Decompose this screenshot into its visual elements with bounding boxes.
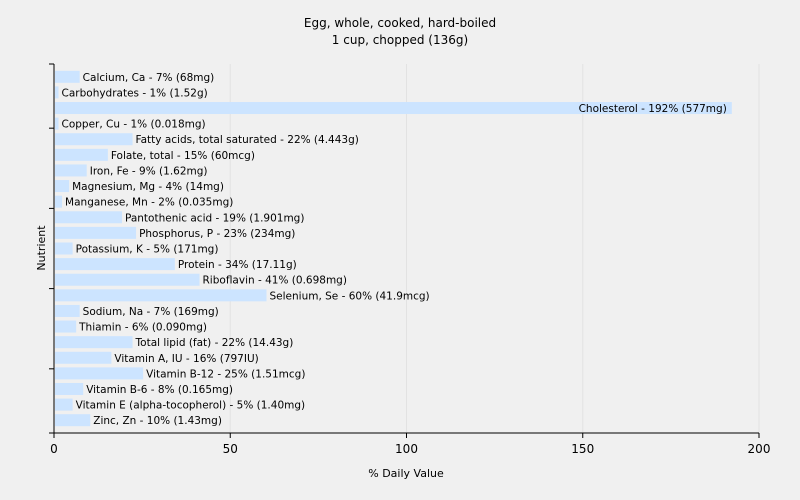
bar-label-11: Potassium, K - 5% (171mg) — [76, 244, 219, 256]
bar-3 — [55, 117, 59, 130]
gridlines — [229, 64, 760, 433]
bar-label-16: Thiamin - 6% (0.090mg) — [78, 322, 207, 334]
bar-label-2: Cholesterol - 192% (577mg) — [579, 103, 727, 115]
bar-17 — [55, 336, 133, 349]
bar-label-22: Zinc, Zn - 10% (1.43mg) — [93, 415, 222, 427]
bar-21 — [55, 398, 73, 411]
bar-label-4: Fatty acids, total saturated - 22% (4.44… — [136, 134, 359, 146]
bar-8 — [55, 195, 63, 208]
bar-5 — [55, 148, 108, 161]
bar-12 — [55, 258, 175, 271]
bar-6 — [55, 164, 87, 177]
x-axis-title: % Daily Value — [368, 467, 444, 480]
bar-label-6: Iron, Fe - 9% (1.62mg) — [90, 165, 208, 177]
bar-label-3: Copper, Cu - 1% (0.018mg) — [62, 119, 206, 131]
bar-18 — [55, 351, 112, 364]
bar-0 — [55, 70, 80, 83]
bar-16 — [55, 320, 77, 333]
x-tick-label-4: 200 — [748, 442, 771, 456]
bar-label-20: Vitamin B-6 - 8% (0.165mg) — [86, 384, 233, 396]
axes-group: 0 50 100 150 200 — [49, 63, 771, 456]
bar-label-8: Manganese, Mn - 2% (0.035mg) — [65, 197, 233, 209]
bar-label-7: Magnesium, Mg - 4% (14mg) — [72, 181, 224, 193]
bar-20 — [55, 382, 84, 395]
bar-label-14: Selenium, Se - 60% (41.9mcg) — [270, 290, 430, 302]
bar-7 — [55, 180, 70, 193]
x-tick-label-3: 150 — [571, 442, 594, 456]
bar-4 — [55, 133, 133, 146]
bar-1 — [55, 86, 59, 99]
bar-13 — [55, 273, 200, 286]
bar-19 — [55, 367, 144, 380]
bars-group: Calcium, Ca - 7% (68mg) Carbohydrates - 1… — [55, 70, 732, 427]
bar-label-5: Folate, total - 15% (60mcg) — [111, 150, 255, 162]
bar-14 — [55, 289, 267, 302]
bar-label-19: Vitamin B-12 - 25% (1.51mcg) — [146, 368, 305, 380]
bar-15 — [55, 304, 80, 317]
x-tick-label-1: 50 — [223, 442, 238, 456]
bar-label-0: Calcium, Ca - 7% (68mg) — [83, 72, 215, 84]
bar-11 — [55, 242, 73, 255]
bar-label-13: Riboflavin - 41% (0.698mg) — [203, 275, 347, 287]
bar-22 — [55, 414, 91, 427]
bar-label-12: Protein - 34% (17.11g) — [178, 259, 297, 271]
y-axis-title: Nutrient — [35, 225, 48, 271]
chart-subtitle: 1 cup, chopped (136g) — [332, 33, 468, 47]
x-tick-label-0: 0 — [50, 442, 58, 456]
bar-label-1: Carbohydrates - 1% (1.52g) — [62, 87, 208, 99]
bar-2 — [55, 102, 732, 115]
bar-label-9: Pantothenic acid - 19% (1.901mg) — [125, 212, 304, 224]
bar-label-17: Total lipid (fat) - 22% (14.43g) — [135, 337, 294, 349]
bar-9 — [55, 211, 122, 224]
bar-10 — [55, 226, 137, 239]
x-tick-label-2: 100 — [395, 442, 418, 456]
bar-label-21: Vitamin E (alpha-tocopherol) - 5% (1.40m… — [76, 400, 306, 412]
bar-label-10: Phosphorus, P - 23% (234mg) — [139, 228, 295, 240]
bar-label-18: Vitamin A, IU - 16% (797IU) — [114, 353, 258, 365]
bar-label-15: Sodium, Na - 7% (169mg) — [83, 306, 219, 318]
chart-title: Egg, whole, cooked, hard-boiled — [304, 16, 496, 30]
